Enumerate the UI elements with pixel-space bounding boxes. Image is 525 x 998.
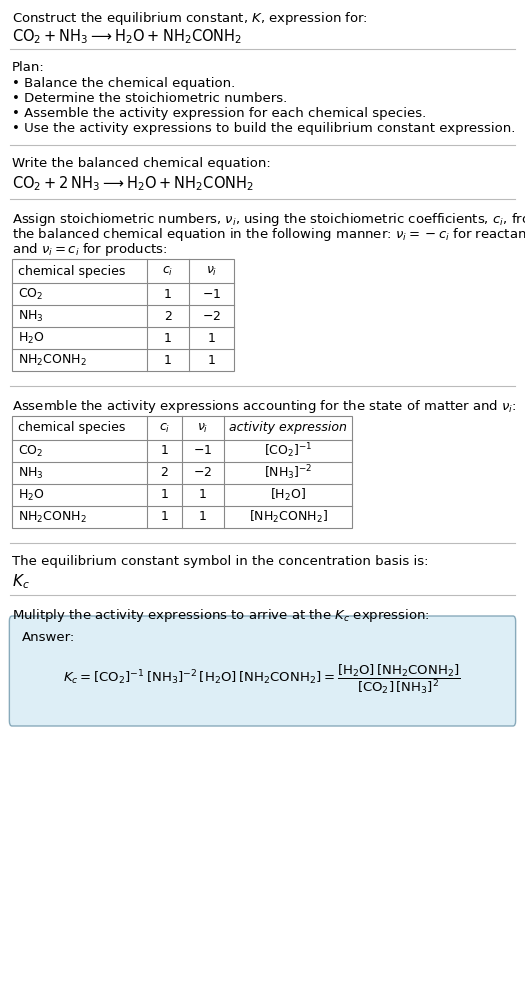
Text: 1: 1 xyxy=(199,488,207,502)
Bar xyxy=(12,259,234,371)
Text: $[\mathrm{H_2O}]$: $[\mathrm{H_2O}]$ xyxy=(270,487,306,503)
Text: • Use the activity expressions to build the equilibrium constant expression.: • Use the activity expressions to build … xyxy=(12,122,516,135)
Text: 1: 1 xyxy=(161,444,169,457)
Text: Plan:: Plan: xyxy=(12,61,45,74)
Text: 2: 2 xyxy=(164,309,172,322)
Text: $[\mathrm{NH_2CONH_2}]$: $[\mathrm{NH_2CONH_2}]$ xyxy=(248,509,328,525)
Text: $\mathrm{H_2O}$: $\mathrm{H_2O}$ xyxy=(18,330,45,345)
Text: the balanced chemical equation in the following manner: $\nu_i = -c_i$ for react: the balanced chemical equation in the fo… xyxy=(12,226,525,243)
Text: Construct the equilibrium constant, $K$, expression for:: Construct the equilibrium constant, $K$,… xyxy=(12,10,368,27)
Text: $\mathrm{NH_2CONH_2}$: $\mathrm{NH_2CONH_2}$ xyxy=(18,352,87,367)
Text: Write the balanced chemical equation:: Write the balanced chemical equation: xyxy=(12,157,271,170)
Text: activity expression: activity expression xyxy=(229,421,347,434)
FancyBboxPatch shape xyxy=(9,616,516,726)
Text: The equilibrium constant symbol in the concentration basis is:: The equilibrium constant symbol in the c… xyxy=(12,555,428,568)
Text: $c_i$: $c_i$ xyxy=(159,421,170,434)
Text: • Assemble the activity expression for each chemical species.: • Assemble the activity expression for e… xyxy=(12,107,426,120)
Text: $-1$: $-1$ xyxy=(193,444,213,457)
Text: 2: 2 xyxy=(161,466,169,479)
Text: 1: 1 xyxy=(161,488,169,502)
Text: $[\mathrm{CO_2}]^{-1}$: $[\mathrm{CO_2}]^{-1}$ xyxy=(264,442,312,460)
Text: $\mathrm{CO_2 + NH_3 \longrightarrow H_2O + NH_2CONH_2}$: $\mathrm{CO_2 + NH_3 \longrightarrow H_2… xyxy=(12,27,243,46)
Text: $K_c$: $K_c$ xyxy=(12,572,30,591)
Text: • Balance the chemical equation.: • Balance the chemical equation. xyxy=(12,77,235,90)
Text: 1: 1 xyxy=(161,511,169,524)
Text: $-1$: $-1$ xyxy=(202,287,221,300)
Text: $-2$: $-2$ xyxy=(202,309,221,322)
Text: Mulitply the activity expressions to arrive at the $K_c$ expression:: Mulitply the activity expressions to arr… xyxy=(12,607,430,624)
Text: Assign stoichiometric numbers, $\nu_i$, using the stoichiometric coefficients, $: Assign stoichiometric numbers, $\nu_i$, … xyxy=(12,211,525,228)
Text: • Determine the stoichiometric numbers.: • Determine the stoichiometric numbers. xyxy=(12,92,287,105)
Text: $\mathrm{CO_2}$: $\mathrm{CO_2}$ xyxy=(18,443,43,458)
Text: Assemble the activity expressions accounting for the state of matter and $\nu_i$: Assemble the activity expressions accoun… xyxy=(12,398,517,415)
Bar xyxy=(12,416,352,528)
Text: 1: 1 xyxy=(207,331,215,344)
Text: $\mathrm{H_2O}$: $\mathrm{H_2O}$ xyxy=(18,487,45,503)
Text: chemical species: chemical species xyxy=(18,421,125,434)
Text: chemical species: chemical species xyxy=(18,264,125,277)
Text: $\mathrm{NH_2CONH_2}$: $\mathrm{NH_2CONH_2}$ xyxy=(18,509,87,525)
Text: $c_i$: $c_i$ xyxy=(162,264,174,277)
Text: $\mathrm{NH_3}$: $\mathrm{NH_3}$ xyxy=(18,308,44,323)
Text: $-2$: $-2$ xyxy=(193,466,213,479)
Text: $K_c = [\mathrm{CO_2}]^{-1}\,[\mathrm{NH_3}]^{-2}\,[\mathrm{H_2O}]\,[\mathrm{NH_: $K_c = [\mathrm{CO_2}]^{-1}\,[\mathrm{NH… xyxy=(63,663,461,696)
Text: 1: 1 xyxy=(164,287,172,300)
Text: $\mathrm{CO_2}$: $\mathrm{CO_2}$ xyxy=(18,286,43,301)
Text: 1: 1 xyxy=(164,353,172,366)
Text: Answer:: Answer: xyxy=(22,631,75,644)
Text: 1: 1 xyxy=(199,511,207,524)
Text: and $\nu_i = c_i$ for products:: and $\nu_i = c_i$ for products: xyxy=(12,241,167,258)
Text: $\mathrm{CO_2 + 2\,NH_3 \longrightarrow H_2O + NH_2CONH_2}$: $\mathrm{CO_2 + 2\,NH_3 \longrightarrow … xyxy=(12,174,254,193)
Text: $[\mathrm{NH_3}]^{-2}$: $[\mathrm{NH_3}]^{-2}$ xyxy=(264,464,312,482)
Text: 1: 1 xyxy=(207,353,215,366)
Text: 1: 1 xyxy=(164,331,172,344)
Text: $\nu_i$: $\nu_i$ xyxy=(197,421,208,434)
Text: $\nu_i$: $\nu_i$ xyxy=(206,264,217,277)
Text: $\mathrm{NH_3}$: $\mathrm{NH_3}$ xyxy=(18,465,44,481)
